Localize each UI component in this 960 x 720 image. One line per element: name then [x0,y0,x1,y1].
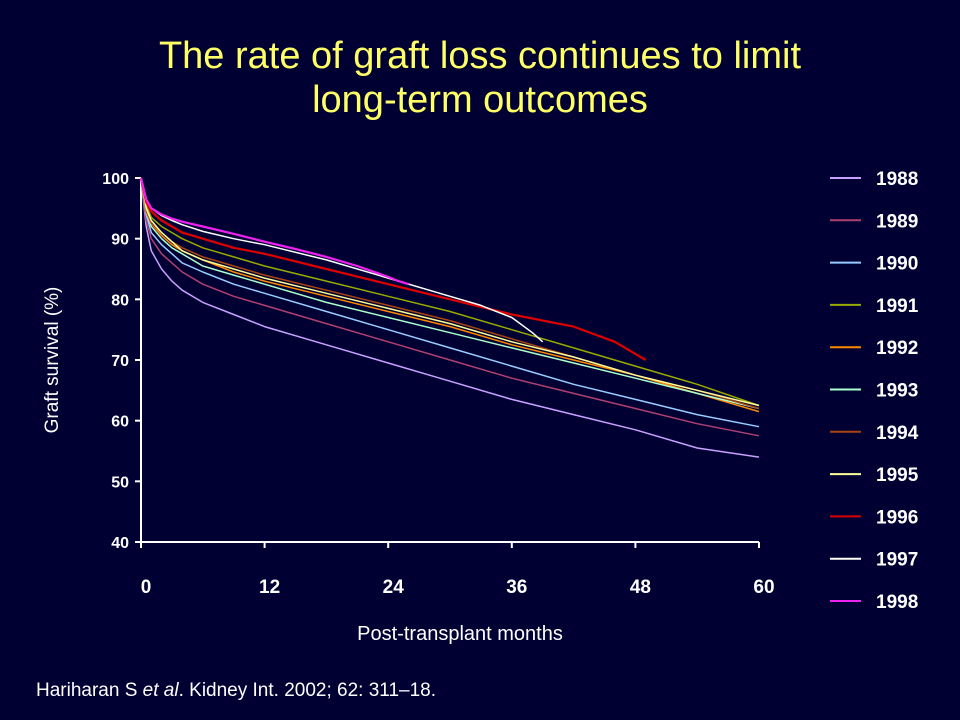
axis-ticks: 40 50 60 70 80 90 100 0 12 24 36 48 60 [102,171,774,598]
series-line-1990 [140,177,760,428]
y-tick-label: 60 [111,414,129,431]
y-axis-label: Graft survival (%) [42,287,63,434]
series-line-1994 [140,177,760,410]
y-tick-label: 90 [111,232,129,249]
y-tick-label: 50 [111,474,129,491]
series-line-1995 [140,177,760,407]
x-tick-label: 0 [141,577,152,598]
legend-label-1989: 1989 [876,211,918,232]
x-tick-label: 24 [383,577,405,598]
y-tick-label: 80 [111,292,129,309]
slide-title-line-2: long-term outcomes [312,79,648,121]
x-axis-label: Post-transplant months [357,623,563,645]
legend-label-1998: 1998 [876,592,918,613]
legend-label-1988: 1988 [876,169,918,190]
legend-label-1995: 1995 [876,465,919,486]
series-lines [139,177,760,458]
series-line-1991 [140,177,760,407]
legend-label-1992: 1992 [876,338,918,359]
y-tick-label: 100 [102,171,129,188]
series-line-1998 [139,177,410,286]
citation-journal: . Kidney Int. 2002; 62: 311–18. [178,680,436,701]
legend-label-1996: 1996 [876,507,918,528]
x-tick-label: 12 [259,577,280,598]
series-line-1988 [140,177,760,458]
series-line-1993 [140,177,760,410]
x-tick-label: 36 [506,577,527,598]
y-tick-label: 40 [111,535,129,552]
series-line-1989 [140,177,760,437]
series-line-1992 [140,177,760,413]
citation-et-al: et al [142,680,179,701]
series-line-1996 [139,177,647,361]
legend-label-1994: 1994 [876,423,919,444]
x-tick-label: 48 [630,577,651,598]
x-tick-label: 60 [753,577,774,598]
citation: Hariharan S et al. Kidney Int. 2002; 62:… [36,680,436,702]
citation-authors: Hariharan S [36,680,143,701]
slide-title-line-1: The rate of graft loss continues to limi… [158,35,802,77]
legend-label-1997: 1997 [876,550,918,571]
legend-label-1990: 1990 [876,254,918,275]
chart-legend: 1988 1989 1990 1991 1992 1993 1994 1995 1996 1997… [830,169,919,613]
slide-title: The rate of graft loss continues to limi… [0,34,960,122]
legend-label-1993: 1993 [876,381,918,402]
y-tick-label: 70 [111,353,129,370]
legend-label-1991: 1991 [876,296,919,317]
